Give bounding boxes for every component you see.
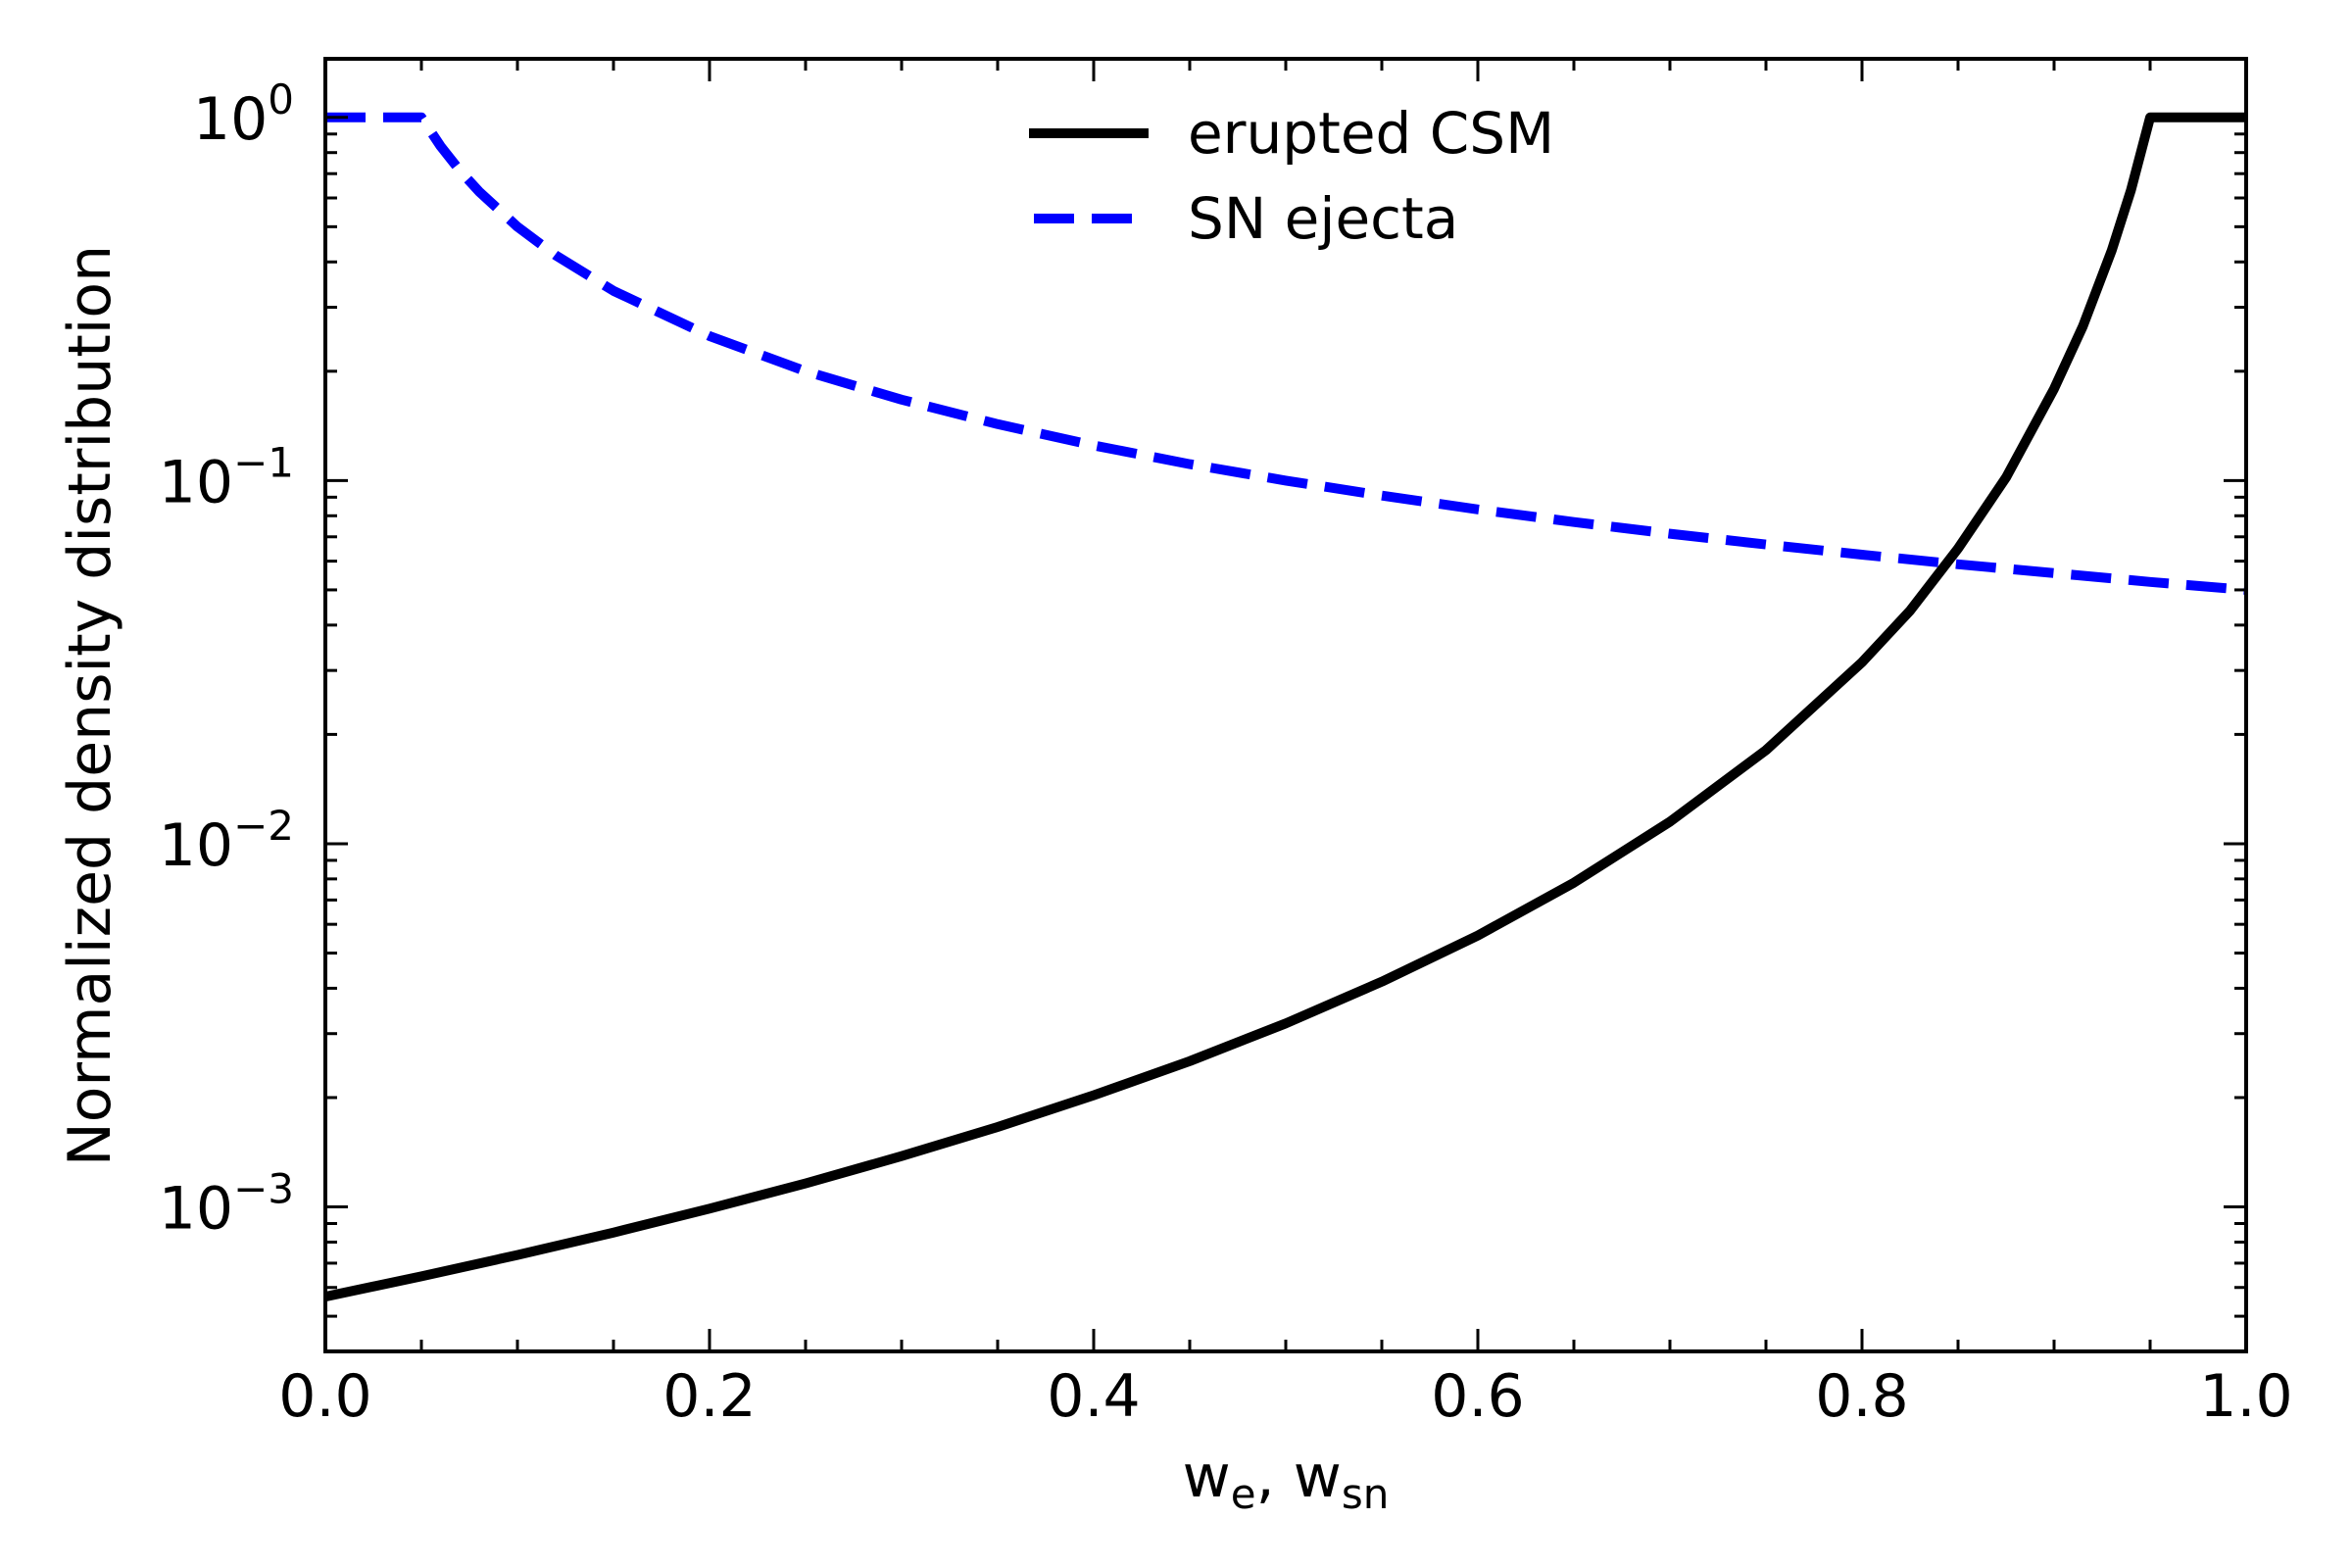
series-line-erupted-csm xyxy=(325,112,2246,1301)
y-tick-label: 10−2 xyxy=(159,802,294,880)
x-label-sep: , xyxy=(1256,1443,1294,1511)
x-tick-label: 0.6 xyxy=(1431,1362,1524,1431)
y-tick-label: 10−3 xyxy=(159,1165,294,1244)
x-label-w2: w xyxy=(1294,1443,1342,1511)
x-label-sub1: e xyxy=(1231,1470,1256,1518)
x-tick-label: 0.0 xyxy=(278,1362,371,1431)
x-axis-label: we, wsn xyxy=(1183,1443,1390,1518)
legend: erupted CSM SN ejecta xyxy=(1029,100,1554,252)
y-tick-label: 10−1 xyxy=(159,438,294,516)
plot-frame xyxy=(323,57,2248,1353)
series-line-sn-ejecta xyxy=(325,112,2246,595)
x-label-sub2: sn xyxy=(1342,1470,1390,1518)
legend-label-sn-ejecta: SN ejecta xyxy=(1188,185,1458,252)
x-tick-label: 0.8 xyxy=(1815,1362,1908,1431)
x-tick-label: 0.4 xyxy=(1047,1362,1140,1431)
y-tick-label: 100 xyxy=(193,75,294,154)
x-tick-label: 1.0 xyxy=(2199,1362,2292,1431)
x-label-w1: w xyxy=(1183,1443,1231,1511)
y-tick-labels: 100 10−1 10−2 10−3 xyxy=(159,75,294,1244)
series-layer xyxy=(325,112,2246,1301)
x-tick-labels: 0.0 0.2 0.4 0.6 0.8 1.0 xyxy=(278,1362,2292,1431)
x-tick-label: 0.2 xyxy=(662,1362,756,1431)
legend-label-erupted-csm: erupted CSM xyxy=(1188,100,1554,167)
y-axis-label: Normalized density distribution xyxy=(56,245,124,1166)
